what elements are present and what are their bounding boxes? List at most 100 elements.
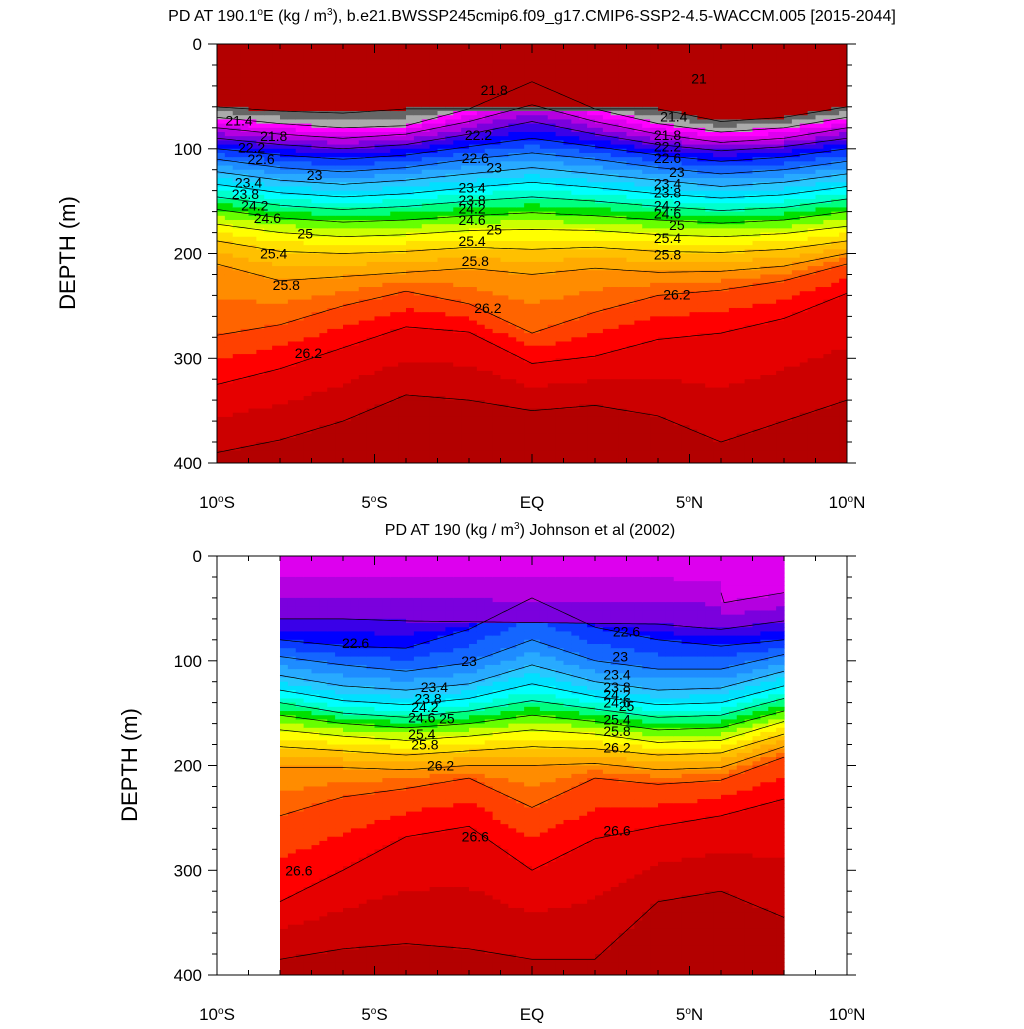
contour-fill-cell (343, 375, 352, 380)
contour-fill-cell (532, 261, 541, 267)
contour-fill-cell (539, 44, 549, 49)
contour-fill-cell (272, 291, 281, 296)
contour-fill-cell (445, 362, 454, 368)
contour-fill-cell (587, 186, 596, 192)
contour-fill-cell (366, 44, 376, 49)
contour-fill-cell (240, 144, 250, 150)
contour-fill-cell (547, 44, 557, 49)
contour-fill-cell (350, 224, 360, 229)
contour-fill-cell (311, 337, 320, 343)
contour-fill-cell (264, 169, 273, 175)
contour-fill-cell (240, 341, 250, 347)
contour-fill-cell (303, 127, 313, 133)
contour-fill-cell (532, 354, 541, 359)
contour-fill-cell (295, 433, 305, 439)
contour-fill-cell (406, 127, 415, 133)
contour-fill-cell (595, 408, 604, 414)
contour-fill-cell (445, 341, 454, 347)
contour-fill-cell (350, 240, 360, 246)
contour-fill-cell (595, 278, 604, 284)
contour-fill-cell (232, 333, 242, 338)
contour-fill-cell (461, 173, 470, 179)
contour-fill-cell (295, 341, 305, 347)
contour-fill-cell (429, 316, 439, 322)
contour-fill-cell (406, 395, 415, 401)
contour-fill-cell (595, 433, 604, 439)
contour-fill-cell (224, 94, 234, 100)
contour-fill-cell (343, 429, 352, 435)
contour-fill-cell (579, 270, 588, 276)
contour-fill-cell (382, 354, 391, 359)
contour-fill-cell (335, 333, 344, 338)
contour-fill-cell (579, 446, 588, 452)
contour-fill-cell (366, 437, 376, 443)
contour-fill-cell (595, 165, 604, 171)
contour-fill-cell (602, 199, 612, 204)
contour-fill-cell (303, 316, 313, 322)
contour-fill-cell (469, 249, 478, 255)
contour-fill-cell (437, 60, 446, 66)
contour-fill-cell (406, 111, 415, 116)
contour-fill-cell (343, 81, 352, 87)
contour-fill-cell (398, 190, 407, 196)
contour-fill-cell (327, 295, 336, 301)
contour-fill-cell (492, 295, 502, 301)
contour-fill-cell (413, 412, 423, 418)
contour-fill-cell (445, 140, 454, 146)
contour-fill-cell (421, 182, 431, 188)
contour-fill-cell (461, 291, 470, 296)
contour-fill-cell (587, 312, 596, 317)
contour-fill-cell (516, 337, 525, 343)
contour-fill-cell (413, 123, 423, 129)
contour-fill-cell (524, 140, 533, 146)
contour-fill-cell (500, 245, 509, 250)
contour-fill-cell (232, 375, 242, 380)
contour-fill-cell (532, 287, 541, 292)
contour-fill-cell (429, 442, 439, 447)
contour-fill-cell (484, 111, 494, 116)
contour-fill-cell (461, 211, 470, 217)
contour-fill-cell (287, 240, 297, 246)
contour-fill-cell (500, 203, 509, 209)
contour-fill-cell (287, 140, 297, 146)
contour-fill-cell (595, 207, 604, 213)
contour-fill-cell (248, 299, 257, 305)
contour-fill-cell (555, 303, 565, 309)
contour-fill-cell (217, 249, 226, 255)
contour-fill-cell (319, 458, 328, 463)
contour-fill-cell (264, 333, 273, 338)
contour-fill-cell (437, 345, 446, 351)
contour-fill-cell (469, 186, 478, 192)
contour-fill-cell (429, 228, 439, 234)
contour-fill-cell (350, 328, 360, 334)
contour-fill-cell (382, 416, 391, 422)
contour-fill-cell (579, 408, 588, 414)
contour-fill-cell (492, 278, 502, 284)
contour-fill-cell (476, 182, 486, 188)
contour-fill-cell (217, 219, 226, 225)
contour-fill-cell (303, 56, 313, 62)
contour-fill-cell (469, 383, 478, 389)
contour-fill-cell (429, 136, 439, 141)
contour-fill-cell (484, 52, 494, 58)
contour-fill-cell (500, 337, 509, 343)
contour-fill-cell (327, 333, 336, 338)
contour-fill-cell (311, 85, 320, 91)
contour-fill-cell (453, 102, 462, 108)
contour-fill-cell (453, 165, 462, 171)
contour-fill-cell (445, 165, 454, 171)
contour-fill-cell (343, 266, 352, 271)
contour-fill-cell (539, 240, 549, 246)
contour-fill-cell (256, 337, 265, 343)
contour-fill-cell (224, 194, 234, 200)
contour-fill-cell (563, 299, 572, 305)
contour-fill-cell (445, 144, 454, 150)
contour-fill-cell (224, 136, 234, 141)
contour-fill-cell (398, 421, 407, 426)
contour-fill-cell (248, 85, 257, 91)
contour-fill-cell (413, 287, 423, 292)
contour-fill-cell (429, 165, 439, 171)
contour-fill-cell (516, 140, 525, 146)
contour-fill-cell (217, 186, 226, 192)
contour-fill-cell (571, 178, 580, 183)
